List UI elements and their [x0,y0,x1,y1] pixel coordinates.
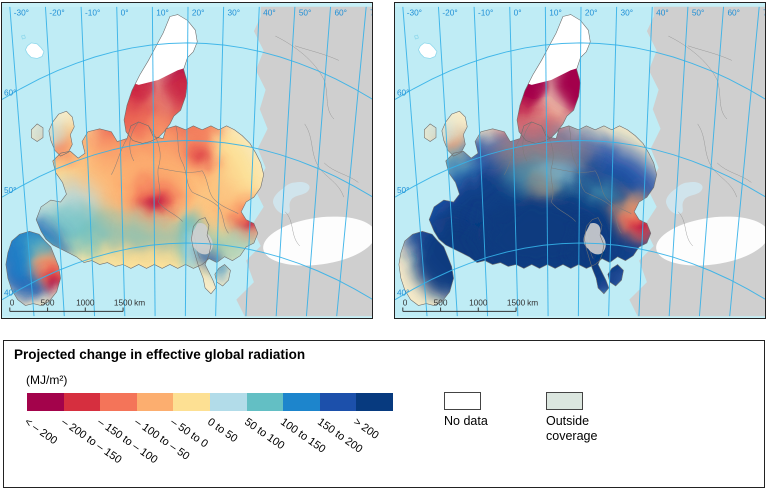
svg-text:0°: 0° [121,8,129,18]
svg-text:40°: 40° [263,8,276,18]
svg-text:20°: 20° [192,8,205,18]
svg-text:50°: 50° [4,185,17,195]
svg-text:-10°: -10° [478,8,493,18]
svg-text:0: 0 [10,298,15,308]
svg-text:-10°: -10° [85,8,100,18]
svg-text:40°: 40° [4,288,17,298]
svg-text:0: 0 [403,298,408,308]
svg-text:-20°: -20° [49,8,64,18]
svg-text:30°: 30° [621,8,634,18]
svg-text:0°: 0° [514,8,522,18]
svg-text:60°: 60° [334,8,347,18]
svg-text:10°: 10° [549,8,562,18]
svg-text:-20°: -20° [442,8,457,18]
svg-text:1500: 1500 [507,298,526,308]
svg-text:20°: 20° [585,8,598,18]
svg-text:km: km [134,298,145,308]
svg-text:50°: 50° [692,8,705,18]
svg-text:40°: 40° [656,8,669,18]
svg-text:-30°: -30° [407,8,422,18]
svg-text:60°: 60° [397,88,410,98]
svg-text:70°: 70° [370,8,373,18]
svg-text:1500: 1500 [114,298,133,308]
svg-text:500: 500 [41,298,55,308]
svg-text:50°: 50° [397,185,410,195]
svg-text:50°: 50° [299,8,312,18]
svg-text:30°: 30° [228,8,241,18]
svg-text:1000: 1000 [76,298,95,308]
svg-text:10°: 10° [156,8,169,18]
svg-text:70°: 70° [763,8,766,18]
svg-text:60°: 60° [727,8,740,18]
svg-text:500: 500 [434,298,448,308]
svg-text:40°: 40° [397,288,410,298]
svg-text:km: km [527,298,538,308]
svg-text:-30°: -30° [14,8,29,18]
svg-text:60°: 60° [4,88,17,98]
svg-text:1000: 1000 [469,298,488,308]
